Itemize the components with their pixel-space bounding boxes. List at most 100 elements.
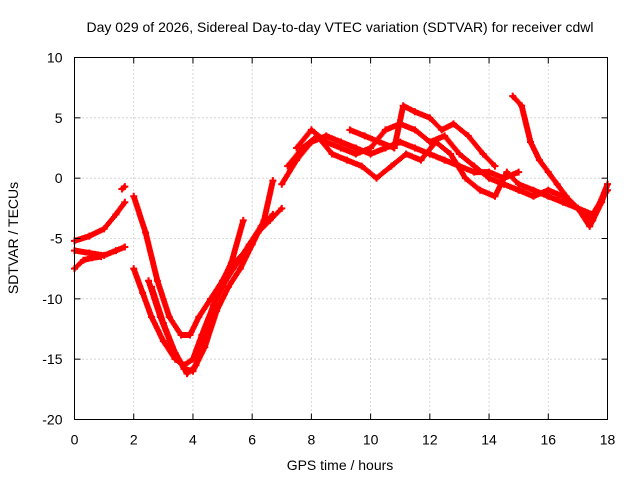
data-point [227, 259, 235, 267]
data-point [337, 144, 345, 152]
data-point [527, 138, 535, 146]
data-point [441, 156, 449, 164]
data-point [518, 102, 526, 110]
data-point [411, 126, 419, 134]
data-point [299, 144, 307, 152]
series-track-a [71, 198, 129, 245]
data-point [171, 349, 179, 357]
data-point [343, 156, 351, 164]
data-point [121, 198, 129, 206]
data-point [361, 132, 369, 140]
data-point [145, 277, 153, 285]
series-markers-3 [118, 183, 128, 192]
data-point [130, 265, 138, 273]
data-point [239, 216, 247, 224]
data-point [236, 265, 244, 273]
data-point [177, 331, 185, 339]
x-tick-label: 14 [481, 432, 497, 448]
data-point [476, 186, 484, 194]
data-point [88, 254, 96, 262]
data-point [358, 162, 366, 170]
data-point [411, 108, 419, 116]
data-point [367, 144, 375, 152]
y-tick-label: 10 [47, 50, 63, 66]
data-point [426, 114, 434, 122]
data-point [399, 102, 407, 110]
data-point [529, 186, 537, 194]
y-tick-label: -10 [42, 291, 62, 307]
data-point [248, 241, 256, 249]
data-point [485, 174, 493, 182]
data-point [112, 247, 120, 255]
data-point [307, 126, 315, 134]
data-point [352, 150, 360, 158]
data-point [479, 150, 487, 158]
data-point [293, 144, 301, 152]
data-point [535, 156, 543, 164]
data-point [586, 222, 594, 230]
data-point [322, 138, 330, 146]
y-tick-label: -15 [42, 351, 62, 367]
data-point [470, 168, 478, 176]
data-point [544, 168, 552, 176]
data-point [390, 144, 398, 152]
series-track-l [346, 102, 499, 170]
data-point [515, 168, 523, 176]
x-tick-label: 6 [248, 432, 256, 448]
data-point [411, 144, 419, 152]
plot-frame [74, 57, 608, 420]
data-point [544, 186, 552, 194]
data-point [195, 313, 203, 321]
x-tick-label: 8 [307, 432, 315, 448]
data-point [79, 256, 87, 264]
data-point [352, 144, 360, 152]
data-point [139, 289, 147, 297]
y-tick-label: 0 [55, 170, 63, 186]
data-point [121, 243, 129, 251]
grid-layer [74, 57, 608, 420]
data-point [373, 174, 381, 182]
data-point [233, 259, 241, 267]
series-track-c [71, 253, 105, 273]
data-point [204, 319, 212, 327]
data-point [159, 319, 167, 327]
data-point [216, 283, 224, 291]
data-point [153, 277, 161, 285]
data-point [500, 180, 508, 188]
series-track-h [147, 216, 247, 378]
data-point [515, 180, 523, 188]
data-point [367, 150, 375, 158]
data-point [183, 370, 191, 378]
data-point [381, 126, 389, 134]
series-track-m [509, 92, 611, 230]
data-point [269, 177, 277, 185]
data-point [121, 183, 129, 191]
data-point [147, 283, 155, 291]
data-point [491, 192, 499, 200]
chart-title: Day 029 of 2026, Sidereal Day-to-day VTE… [86, 19, 593, 35]
tick-layer: 0 2 4 6 8 10 12 14 16 18 10 5 0 -5 -10 -15 -20 [42, 50, 615, 448]
data-point [598, 198, 606, 206]
x-tick-label: 10 [363, 432, 379, 448]
x-tick-label: 12 [422, 432, 438, 448]
data-point [147, 313, 155, 321]
x-axis-label: GPS time / hours [287, 457, 394, 473]
data-point [278, 180, 286, 188]
data-point [503, 168, 511, 176]
series-track-j [284, 132, 611, 218]
data-point [260, 216, 268, 224]
data-point [559, 198, 567, 206]
data-point [375, 138, 383, 146]
data-point [447, 150, 455, 158]
data-point [328, 150, 336, 158]
data-point [337, 138, 345, 146]
series-layer [71, 92, 611, 378]
data-point [346, 126, 354, 134]
data-point [269, 210, 277, 218]
data-point [224, 283, 232, 291]
data-point [470, 162, 478, 170]
x-tick-label: 2 [130, 432, 138, 448]
data-point [85, 249, 93, 257]
data-point [491, 162, 499, 170]
